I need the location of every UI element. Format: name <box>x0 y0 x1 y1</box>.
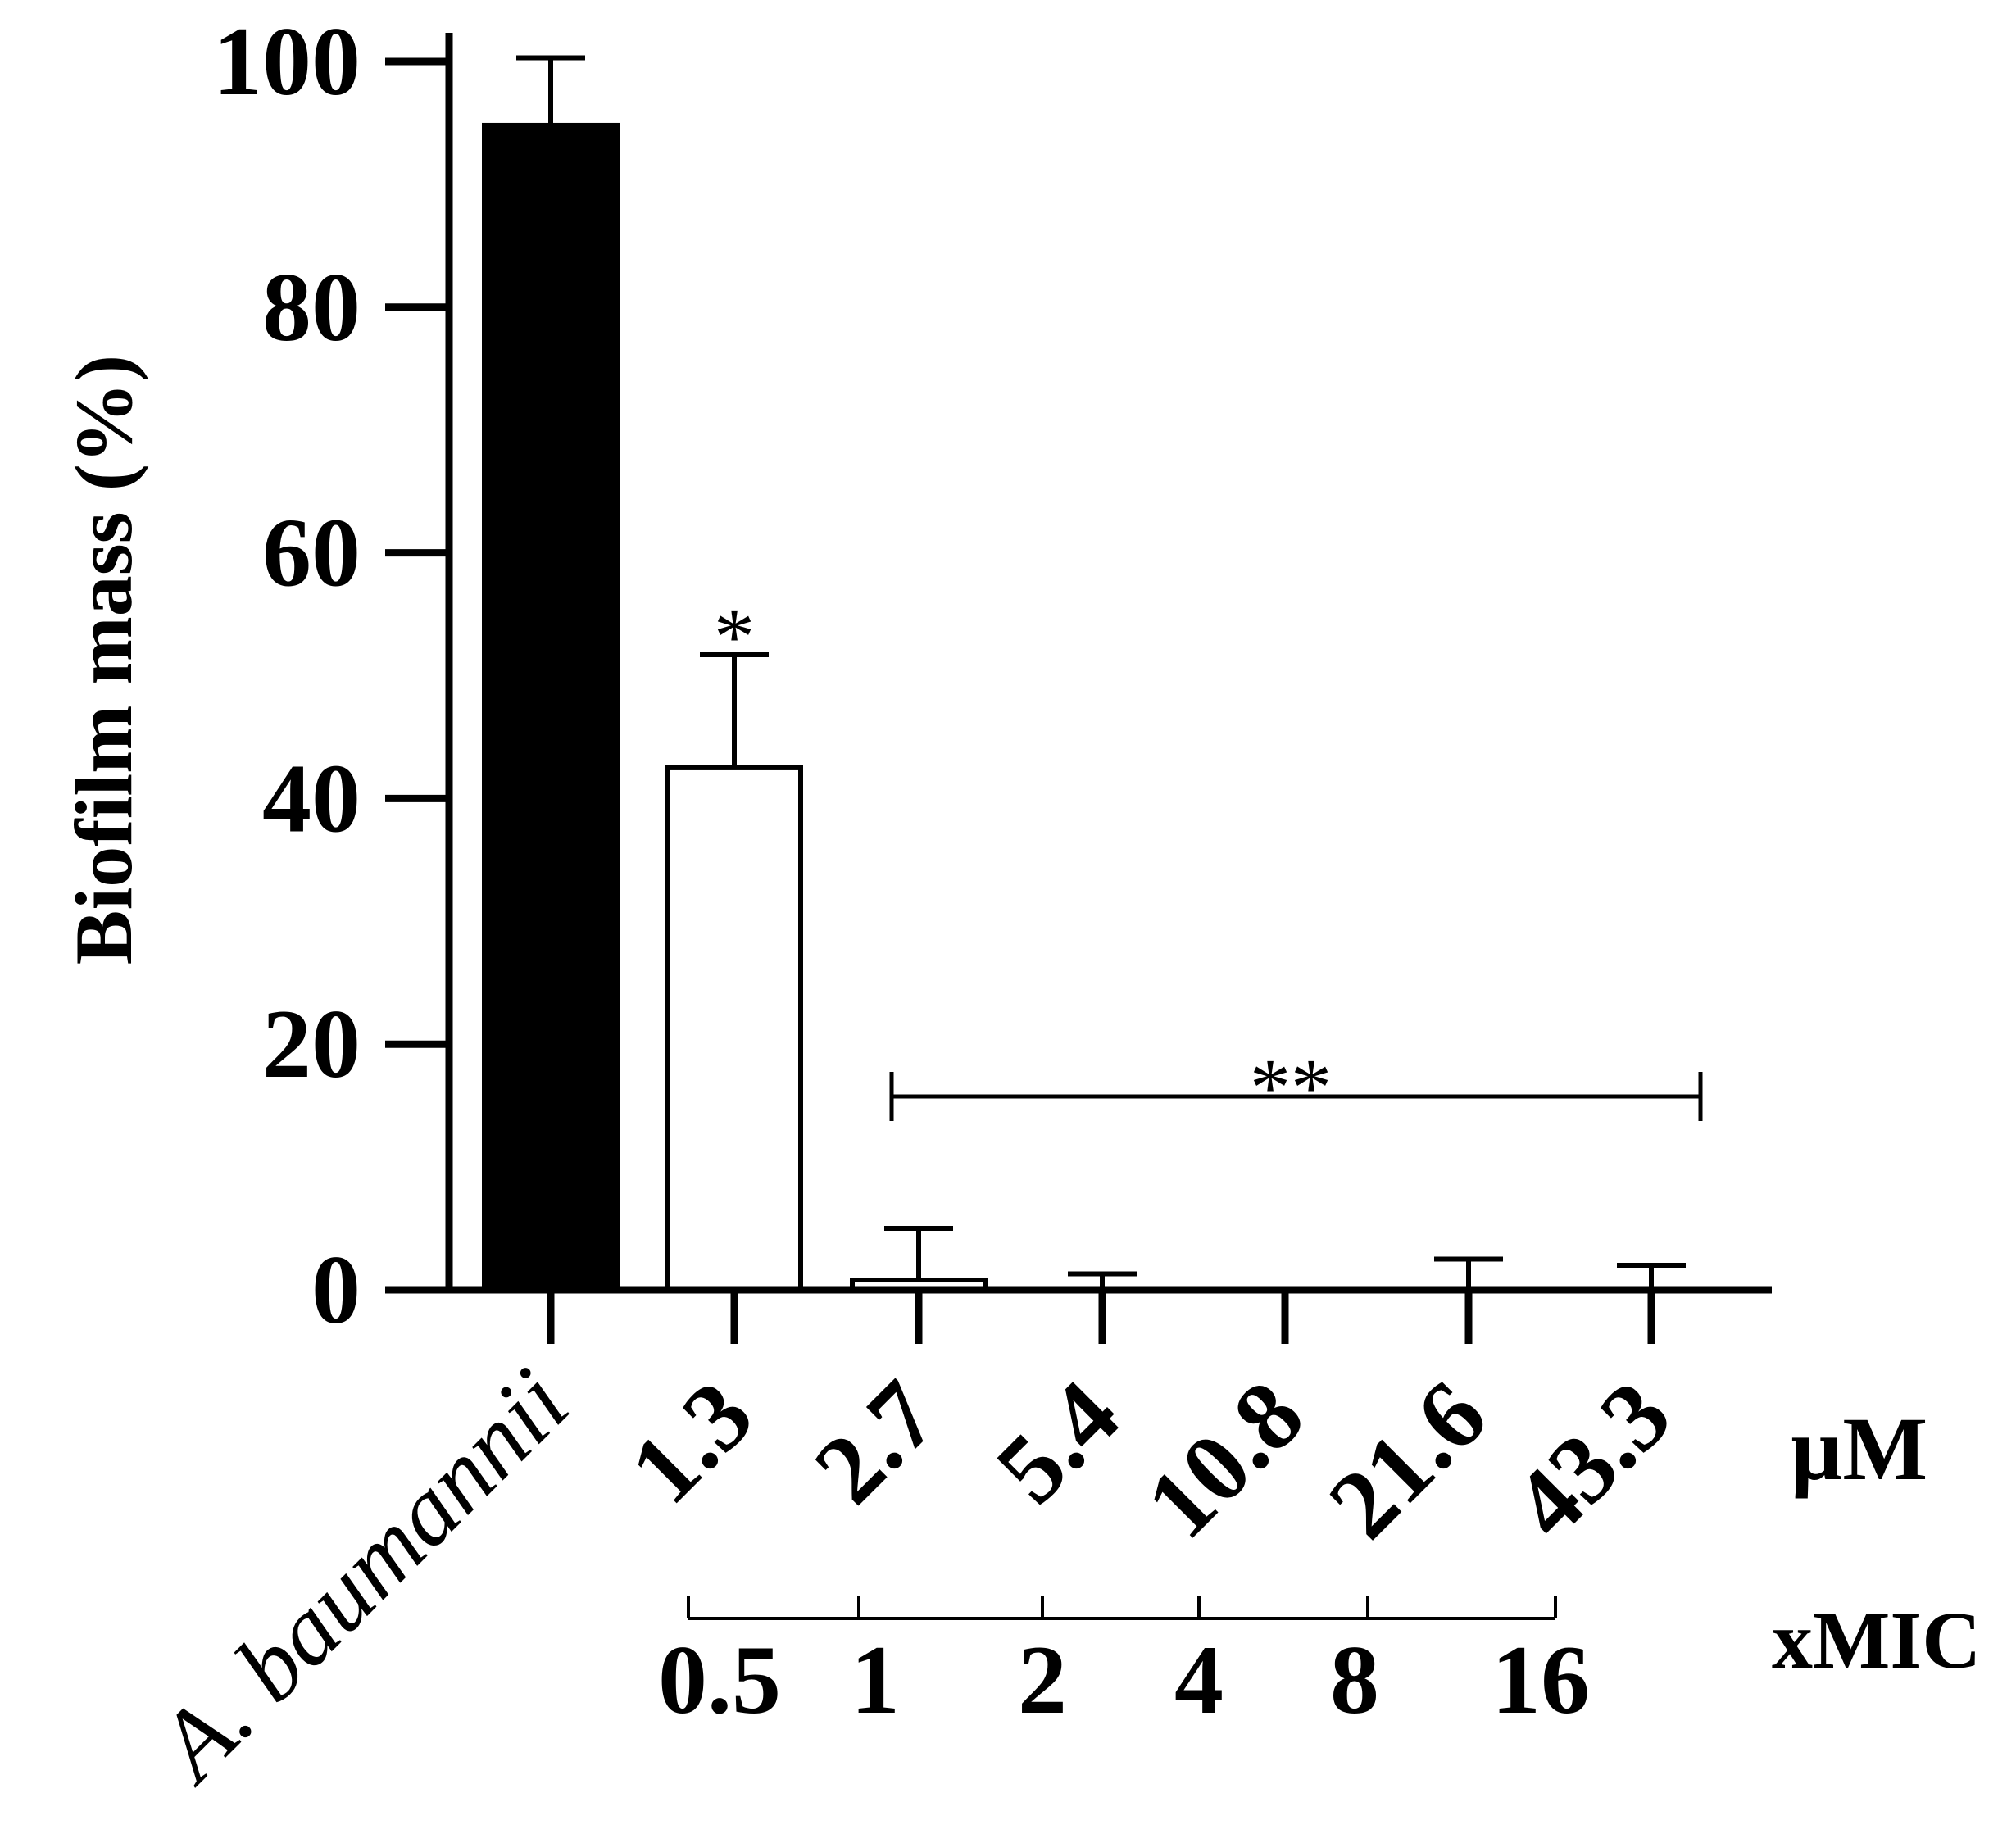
y-tick-label: 100 <box>213 7 361 116</box>
y-tick-label: 20 <box>262 989 361 1098</box>
mic-unit-label: xMIC <box>1772 1595 1982 1686</box>
bar-0 <box>482 122 620 1293</box>
y-tick-label: 0 <box>311 1235 361 1344</box>
mic-value-label: 0.5 <box>658 1625 781 1734</box>
control-category-label: A. baumannii <box>133 1347 588 1803</box>
concentration-label: 5.4 <box>975 1360 1139 1523</box>
y-tick-label: 80 <box>262 252 361 361</box>
concentration-label: 10.8 <box>1125 1360 1324 1559</box>
significance-marker-double: ** <box>1250 1042 1332 1133</box>
mic-value-label: 4 <box>1174 1625 1224 1734</box>
concentration-label: 1.3 <box>609 1360 773 1523</box>
mic-value-label: 2 <box>1018 1625 1067 1734</box>
concentration-unit-label: µM <box>1791 1399 1927 1499</box>
mic-value-label: 1 <box>851 1625 900 1734</box>
bar-1 <box>665 765 803 1292</box>
significance-marker-single: * <box>714 591 755 682</box>
y-tick-label: 60 <box>262 498 361 607</box>
concentration-label: 43.3 <box>1492 1360 1691 1559</box>
y-tick-label: 40 <box>262 743 361 852</box>
concentration-label: 2.7 <box>793 1360 957 1523</box>
y-axis-label: Biofilm mass (%) <box>58 355 149 965</box>
mic-value-label: 8 <box>1330 1625 1379 1734</box>
mic-value-label: 16 <box>1492 1625 1590 1734</box>
concentration-label: 21.6 <box>1308 1360 1507 1559</box>
